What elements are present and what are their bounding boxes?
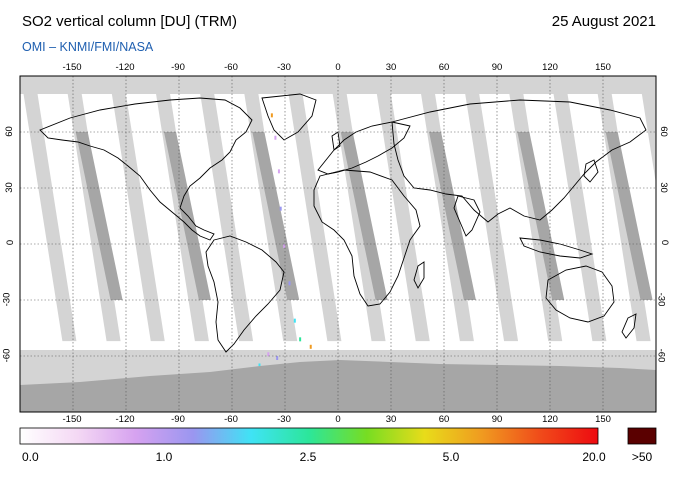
data-credit: OMI – KNMI/FMI/NASA xyxy=(22,40,154,54)
dark-no-data-swath xyxy=(517,132,565,300)
colorbar xyxy=(19,427,599,445)
lon-tick-top: 90 xyxy=(491,62,503,73)
so2-pixel xyxy=(267,352,270,357)
lon-tick-top: -150 xyxy=(62,62,82,73)
lat-tick-left: -30 xyxy=(1,292,13,307)
colorbar-label: 5.0 xyxy=(442,450,460,464)
colorbar-over-label: >50 xyxy=(631,450,653,464)
map-date: 25 August 2021 xyxy=(551,13,656,30)
orbit-gap-swath xyxy=(23,94,77,342)
lat-tick-right: 30 xyxy=(657,182,669,193)
so2-pixel xyxy=(299,337,302,342)
lat-tick-left: 60 xyxy=(3,126,15,137)
colorbar-label: 2.5 xyxy=(299,450,317,464)
orbit-gap-swath xyxy=(288,94,342,342)
graticule xyxy=(20,76,656,412)
colorbar-label: 20.0 xyxy=(582,450,606,464)
lon-tick-top: -90 xyxy=(171,62,185,73)
orbit-gap-swath xyxy=(200,94,254,342)
map-title: SO2 vertical column [DU] (TRM) xyxy=(22,13,238,30)
so2-pixel xyxy=(283,244,286,248)
lon-tick-top: 150 xyxy=(595,62,611,73)
map-frame xyxy=(19,75,657,413)
so2-pixel xyxy=(258,363,261,368)
colorbar-label: 1.0 xyxy=(155,450,173,464)
so2-pixel xyxy=(288,281,291,286)
greenland-coast xyxy=(261,93,317,141)
so2-pixel xyxy=(309,344,312,349)
so2-pixel xyxy=(276,356,279,360)
dark-no-data-swath xyxy=(340,132,388,300)
orbit-gap-swath xyxy=(111,94,165,342)
lon-tick-bottom: -60 xyxy=(224,414,238,425)
so2-pixel xyxy=(270,113,273,118)
new-zealand-coast xyxy=(621,313,637,339)
lon-tick-bottom: 150 xyxy=(595,414,611,425)
map-area xyxy=(20,76,656,412)
so2-pixel xyxy=(277,169,280,174)
lon-tick-bottom: -120 xyxy=(115,414,135,425)
orbit-gap-swath xyxy=(465,94,519,342)
lat-tick-right: -60 xyxy=(655,348,667,363)
lon-tick-bottom: 0 xyxy=(335,414,341,425)
lon-tick-bottom: -150 xyxy=(62,414,82,425)
madagascar-coast xyxy=(413,261,425,289)
lat-tick-right: 60 xyxy=(657,126,669,137)
lon-tick-top: 60 xyxy=(438,62,450,73)
dark-no-data-swath xyxy=(252,132,300,300)
lon-tick-top: -60 xyxy=(224,62,238,73)
lon-tick-bottom: -90 xyxy=(171,414,185,425)
lat-tick-right: -30 xyxy=(655,292,667,307)
so2-pixel xyxy=(293,318,296,323)
lon-tick-bottom: 90 xyxy=(491,414,503,425)
australia-coast xyxy=(545,265,615,323)
orbit-gap-swath xyxy=(641,94,656,184)
lon-tick-top: -120 xyxy=(115,62,135,73)
colorbar-over-box xyxy=(627,427,657,445)
uk-coast xyxy=(331,131,341,151)
lat-tick-left: 0 xyxy=(5,239,17,246)
south-america-coast xyxy=(205,235,285,353)
orbit-gap-swath xyxy=(553,94,607,342)
north-america-coast xyxy=(39,97,253,241)
orbit-gap-swath xyxy=(376,94,430,342)
so2-pixel xyxy=(274,135,277,140)
colorbar-label: 0.0 xyxy=(22,450,39,464)
lat-tick-right: 0 xyxy=(659,239,671,246)
india-coast xyxy=(453,195,481,237)
dark-no-data-swath xyxy=(429,132,476,300)
dark-no-data-swath xyxy=(75,132,123,300)
lon-tick-top: 30 xyxy=(385,62,397,73)
lon-tick-top: 0 xyxy=(335,62,341,73)
lon-tick-bottom: -30 xyxy=(277,414,291,425)
lat-tick-left: 30 xyxy=(3,182,15,193)
dark-no-data-swath xyxy=(605,132,653,300)
asia-coast xyxy=(391,99,647,223)
lon-tick-bottom: 60 xyxy=(438,414,450,425)
japan-coast xyxy=(583,159,599,183)
lon-tick-top: 120 xyxy=(542,62,558,73)
lon-tick-bottom: 120 xyxy=(542,414,558,425)
so2-pixel xyxy=(279,206,282,211)
lon-tick-top: -30 xyxy=(277,62,291,73)
lat-tick-left: -60 xyxy=(1,348,13,363)
orbit-swaths xyxy=(23,94,656,368)
lon-tick-bottom: 30 xyxy=(385,414,397,425)
